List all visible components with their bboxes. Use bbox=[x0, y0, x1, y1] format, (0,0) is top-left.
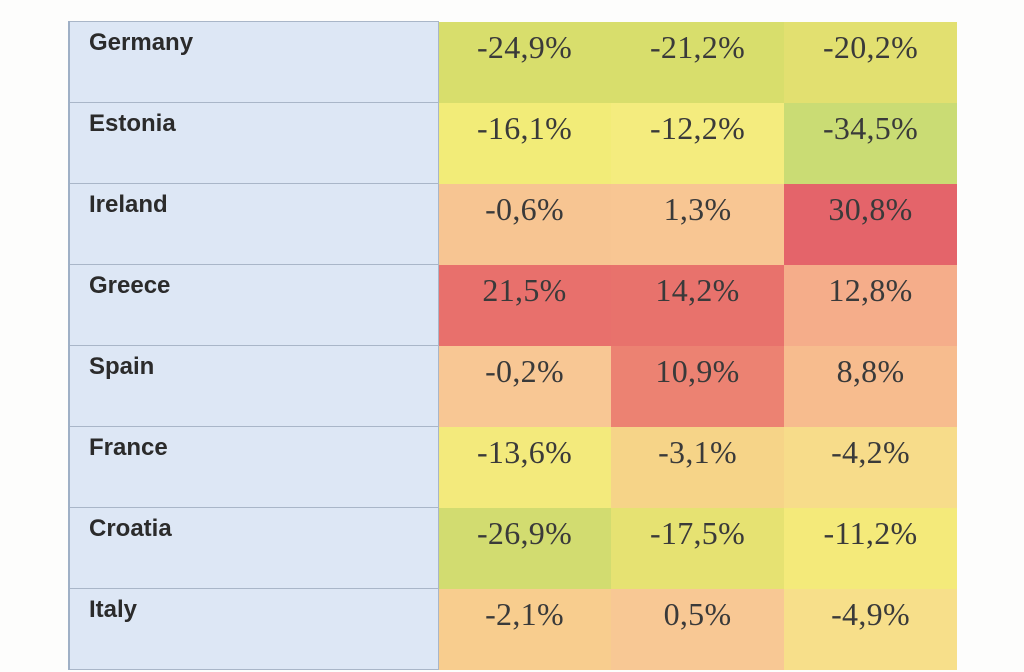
value-text: 8,8% bbox=[836, 353, 905, 389]
country-label: Ireland bbox=[89, 191, 168, 218]
table-row: France -13,6% -3,1% -4,2% bbox=[68, 426, 957, 508]
country-label: Greece bbox=[89, 272, 171, 299]
value-cell: -16,1% bbox=[438, 102, 611, 184]
value-cell: -4,2% bbox=[784, 426, 957, 508]
value-text: -0,6% bbox=[485, 191, 564, 227]
country-label: Estonia bbox=[89, 110, 176, 137]
value-text: 1,3% bbox=[663, 191, 732, 227]
value-text: -13,6% bbox=[476, 434, 573, 470]
table-row: Italy -2,1% 0,5% -4,9% bbox=[68, 588, 957, 670]
value-text: -11,2% bbox=[823, 515, 918, 551]
table-row: Ireland -0,6% 1,3% 30,8% bbox=[68, 183, 957, 265]
value-text: 10,9% bbox=[655, 353, 740, 389]
value-cell: -34,5% bbox=[784, 102, 957, 184]
value-text: -16,1% bbox=[476, 110, 573, 146]
country-label: Italy bbox=[89, 596, 138, 623]
value-text: -4,2% bbox=[831, 434, 910, 470]
value-text: 14,2% bbox=[655, 272, 740, 308]
value-cell: 0,5% bbox=[611, 588, 784, 670]
value-cell: -24,9% bbox=[438, 21, 611, 103]
value-text: -12,2% bbox=[649, 110, 746, 146]
value-cell: 1,3% bbox=[611, 183, 784, 265]
country-cell: Croatia bbox=[68, 507, 439, 589]
value-cell: -26,9% bbox=[438, 507, 611, 589]
table-row: Greece 21,5% 14,2% 12,8% bbox=[68, 264, 957, 346]
value-cell: 21,5% bbox=[438, 264, 611, 346]
country-cell: France bbox=[68, 426, 439, 508]
value-cell: 30,8% bbox=[784, 183, 957, 265]
value-text: 0,5% bbox=[663, 596, 732, 632]
value-text: -21,2% bbox=[649, 29, 746, 65]
value-cell: -13,6% bbox=[438, 426, 611, 508]
table-row: Croatia -26,9% -17,5% -11,2% bbox=[68, 507, 957, 589]
value-text: -4,9% bbox=[831, 596, 910, 632]
country-cell: Ireland bbox=[68, 183, 439, 265]
value-cell: -12,2% bbox=[611, 102, 784, 184]
country-label: Spain bbox=[89, 353, 155, 380]
value-text: -0,2% bbox=[485, 353, 564, 389]
value-cell: -11,2% bbox=[784, 507, 957, 589]
country-cell: Germany bbox=[68, 21, 439, 103]
value-text: -26,9% bbox=[476, 515, 573, 551]
value-cell: -0,2% bbox=[438, 345, 611, 427]
country-label: France bbox=[89, 434, 168, 461]
value-cell: -20,2% bbox=[784, 21, 957, 103]
table-row: Spain -0,2% 10,9% 8,8% bbox=[68, 345, 957, 427]
value-cell: 10,9% bbox=[611, 345, 784, 427]
value-text: -20,2% bbox=[822, 29, 919, 65]
value-text: 12,8% bbox=[828, 272, 913, 308]
value-cell: 14,2% bbox=[611, 264, 784, 346]
country-label: Germany bbox=[89, 29, 194, 56]
country-cell: Spain bbox=[68, 345, 439, 427]
value-cell: 12,8% bbox=[784, 264, 957, 346]
country-cell: Greece bbox=[68, 264, 439, 346]
table-row: Estonia -16,1% -12,2% -34,5% bbox=[68, 102, 957, 184]
value-cell: -2,1% bbox=[438, 588, 611, 670]
value-text: -2,1% bbox=[485, 596, 564, 632]
value-cell: -21,2% bbox=[611, 21, 784, 103]
heatmap-table: Germany -24,9% -21,2% -20,2% Estonia -16… bbox=[68, 21, 958, 670]
value-cell: -4,9% bbox=[784, 588, 957, 670]
country-cell: Italy bbox=[68, 588, 439, 670]
value-text: -3,1% bbox=[658, 434, 737, 470]
value-cell: 8,8% bbox=[784, 345, 957, 427]
value-text: -34,5% bbox=[822, 110, 919, 146]
country-label: Croatia bbox=[89, 515, 172, 542]
value-text: -17,5% bbox=[649, 515, 746, 551]
country-cell: Estonia bbox=[68, 102, 439, 184]
value-text: 21,5% bbox=[482, 272, 567, 308]
heatmap-body: Germany -24,9% -21,2% -20,2% Estonia -16… bbox=[68, 21, 957, 670]
table-row: Germany -24,9% -21,2% -20,2% bbox=[68, 21, 957, 103]
value-text: -24,9% bbox=[476, 29, 573, 65]
value-cell: -0,6% bbox=[438, 183, 611, 265]
value-cell: -3,1% bbox=[611, 426, 784, 508]
value-text: 30,8% bbox=[828, 191, 913, 227]
value-cell: -17,5% bbox=[611, 507, 784, 589]
